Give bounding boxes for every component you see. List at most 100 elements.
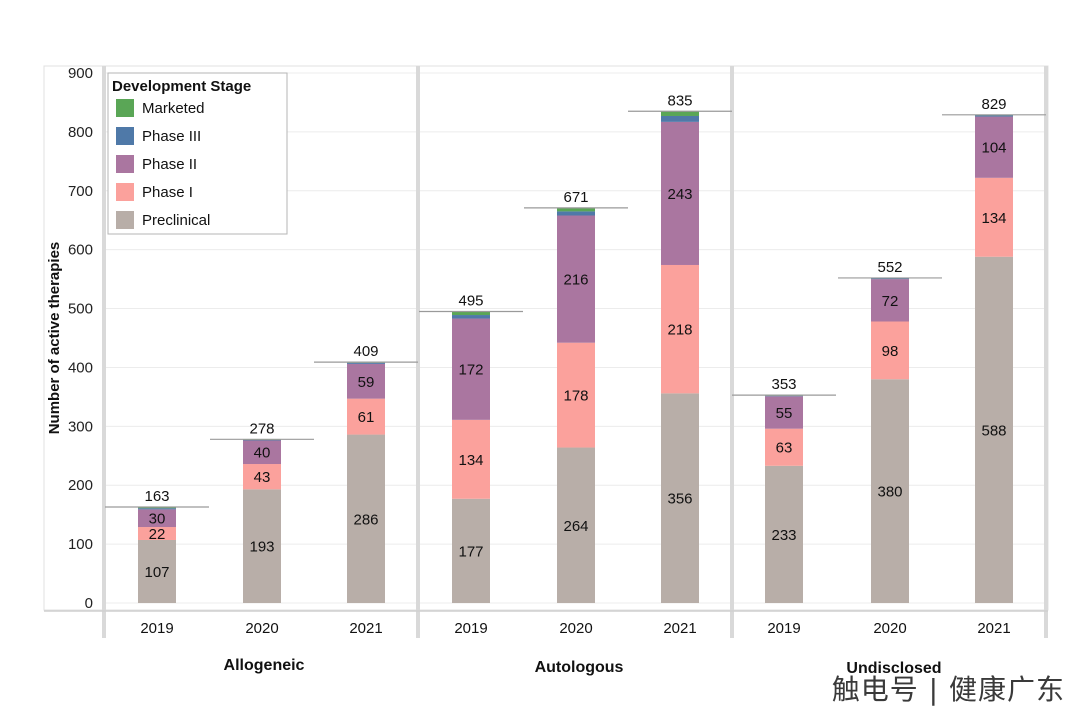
- bar-segment-phase-iii: [871, 278, 909, 280]
- bar-segment-phase-ii: [347, 363, 385, 399]
- x-tick-label: 2019: [140, 620, 173, 637]
- bar-segment-phase-i: [243, 464, 281, 490]
- segment-value-label: 218: [667, 322, 692, 339]
- bar-segment-phase-i: [347, 398, 385, 435]
- legend-swatch-phase-ii: [116, 155, 134, 173]
- total-value-label: 671: [563, 189, 588, 206]
- segment-value-label: 588: [981, 422, 1006, 439]
- y-tick-label: 600: [68, 242, 93, 259]
- bar-segment-phase-i: [765, 428, 803, 466]
- segment-value-label: 134: [458, 452, 483, 469]
- legend-entry-label: Preclinical: [142, 212, 210, 229]
- segment-value-label: 233: [771, 527, 796, 544]
- total-value-label: 495: [458, 293, 483, 310]
- segment-value-label: 286: [353, 511, 378, 528]
- bar-segment-phase-ii: [871, 279, 909, 322]
- total-value-label: 829: [981, 96, 1006, 113]
- bar-segment-preclinical: [452, 498, 490, 603]
- legend-title: Development Stage: [112, 78, 251, 95]
- y-tick-label: 100: [68, 536, 93, 553]
- segment-value-label: 193: [249, 539, 274, 556]
- segment-value-label: 59: [358, 374, 375, 391]
- total-value-label: 409: [353, 343, 378, 360]
- y-tick-label: 500: [68, 301, 93, 318]
- bar-segment-phase-ii: [661, 121, 699, 265]
- watermark-text: 触电号 | 健康广东: [831, 673, 1065, 706]
- bar-segment-phase-iii: [347, 362, 385, 364]
- legend-swatch-phase-iii: [116, 127, 134, 145]
- legend-entry-label: Marketed: [142, 100, 205, 117]
- x-tick-label: 2020: [559, 620, 592, 637]
- segment-value-label: 178: [563, 388, 588, 405]
- x-tick-label: 2019: [454, 620, 487, 637]
- bar-segment-preclinical: [871, 379, 909, 603]
- y-tick-label: 0: [85, 595, 93, 612]
- bar-segment-phase-iii: [975, 115, 1013, 117]
- y-tick-label: 200: [68, 477, 93, 494]
- segment-value-label: 134: [981, 210, 1006, 227]
- x-tick-label: 2021: [977, 620, 1010, 637]
- bar-segment-preclinical: [138, 539, 176, 603]
- segment-value-label: 243: [667, 186, 692, 203]
- segment-value-label: 177: [458, 543, 483, 560]
- segment-value-label: 356: [667, 491, 692, 508]
- legend-entry-label: Phase I: [142, 184, 193, 201]
- y-tick-label: 700: [68, 183, 93, 200]
- bar-segment-phase-iii: [243, 439, 281, 441]
- bar-segment-phase-i: [661, 264, 699, 394]
- bar-segment-phase-iii: [557, 211, 595, 216]
- bar-segment-phase-ii: [452, 318, 490, 420]
- segment-value-label: 172: [458, 362, 483, 379]
- total-value-label: 353: [771, 376, 796, 393]
- legend-swatch-phase-i: [116, 183, 134, 201]
- segment-value-label: 264: [563, 518, 588, 535]
- segment-value-label: 40: [254, 445, 271, 462]
- y-tick-label: 300: [68, 418, 93, 435]
- bar-segment-marketed: [452, 311, 490, 316]
- bar-segment-preclinical: [765, 465, 803, 603]
- y-tick-label: 900: [68, 65, 93, 82]
- segment-value-label: 107: [144, 564, 169, 581]
- bar-segment-phase-i: [975, 177, 1013, 257]
- total-value-label: 163: [144, 488, 169, 505]
- legend-entry-label: Phase II: [142, 156, 197, 173]
- legend-swatch-marketed: [116, 99, 134, 117]
- bar-segment-phase-iii: [661, 115, 699, 122]
- total-value-label: 552: [877, 259, 902, 276]
- bar-segment-phase-ii: [243, 440, 281, 465]
- segment-value-label: 104: [981, 140, 1006, 157]
- bar-segment-phase-iii: [138, 508, 176, 510]
- segment-value-label: 55: [776, 405, 793, 422]
- legend-box: [107, 72, 288, 235]
- bar-segment-preclinical: [557, 447, 595, 603]
- segment-value-label: 30: [149, 511, 166, 528]
- bar-segment-phase-ii: [557, 215, 595, 343]
- bar-segment-preclinical: [347, 434, 385, 603]
- bar-segment-phase-i: [871, 321, 909, 380]
- y-axis-label: Number of active therapies: [46, 242, 63, 435]
- bar-segment-phase-ii: [138, 509, 176, 528]
- bar-segment-phase-i: [557, 342, 595, 448]
- bar-segment-phase-i: [452, 419, 490, 499]
- panel-label: Autologous: [535, 659, 624, 676]
- segment-value-label: 380: [877, 484, 902, 501]
- y-tick-label: 400: [68, 359, 93, 376]
- panel-label: Undisclosed: [846, 660, 941, 677]
- x-tick-label: 2020: [873, 620, 906, 637]
- bar-segment-phase-iii: [452, 315, 490, 319]
- segment-value-label: 63: [776, 440, 793, 457]
- x-tick-label: 2020: [245, 620, 278, 637]
- y-tick-label: 800: [68, 124, 93, 141]
- x-tick-label: 2021: [349, 620, 382, 637]
- bar-segment-phase-ii: [975, 116, 1013, 178]
- total-value-label: 835: [667, 92, 692, 109]
- bar-segment-phase-iii: [765, 395, 803, 397]
- x-tick-label: 2019: [767, 620, 800, 637]
- segment-value-label: 22: [149, 526, 166, 543]
- bar-segment-preclinical: [243, 489, 281, 603]
- bar-segment-preclinical: [975, 256, 1013, 603]
- legend-entry-label: Phase III: [142, 128, 201, 145]
- bar-segment-marketed: [661, 111, 699, 116]
